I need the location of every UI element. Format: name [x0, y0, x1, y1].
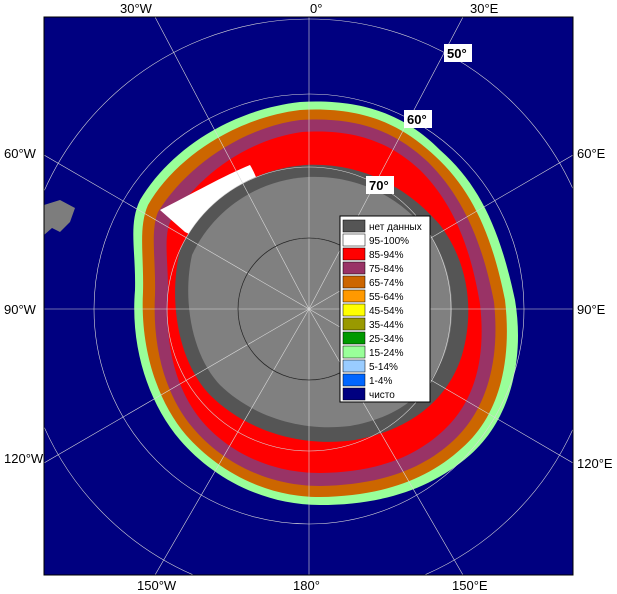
- lon-label-60w: 60°W: [4, 146, 37, 161]
- map-frame: [43, 16, 574, 576]
- lon-label-30e: 30°E: [470, 1, 499, 16]
- legend-swatch: [342, 219, 366, 233]
- lon-label-30w: 30°W: [120, 1, 153, 16]
- legend-swatch: [342, 331, 366, 345]
- legend-label: 45-54%: [369, 306, 404, 317]
- legend-label: 65-74%: [369, 278, 404, 289]
- legend-swatch: [342, 387, 366, 401]
- lon-label-0: 0°: [310, 1, 322, 16]
- lat-label-60: 60°: [407, 112, 427, 127]
- legend-label: 15-24%: [369, 348, 404, 359]
- lon-label-120w: 120°W: [4, 451, 44, 466]
- south-america-fragment: [44, 200, 75, 235]
- legend-label: 25-34%: [369, 334, 404, 345]
- lon-label-180: 180°: [293, 578, 320, 593]
- lon-label-150w: 150°W: [137, 578, 177, 593]
- legend-label: 35-44%: [369, 320, 404, 331]
- legend-label: 5-14%: [369, 362, 398, 373]
- legend-label: 55-64%: [369, 292, 404, 303]
- legend: нет данных 95-100% 85-94% 75-84% 65-74% 55-64…: [339, 215, 431, 403]
- legend-swatch: [342, 289, 366, 303]
- legend-swatch: [342, 247, 366, 261]
- legend-label: чисто: [369, 390, 395, 401]
- legend-swatch: [342, 275, 366, 289]
- lon-label-150e: 150°E: [452, 578, 488, 593]
- lat-label-70: 70°: [369, 178, 389, 193]
- lat-label-50-bg: [444, 44, 472, 62]
- legend-label: 85-94%: [369, 250, 404, 261]
- lon-label-120e: 120°E: [577, 456, 613, 471]
- lon-label-60e: 60°E: [577, 146, 606, 161]
- lon-label-90e: 90°E: [577, 302, 606, 317]
- lat-label-70-bg: [366, 176, 394, 194]
- legend-swatch: [342, 359, 366, 373]
- legend-swatch: [342, 373, 366, 387]
- lat-label-60-bg: [404, 110, 432, 128]
- legend-swatch: [342, 261, 366, 275]
- legend-label: 75-84%: [369, 264, 404, 275]
- lon-label-90w: 90°W: [4, 302, 37, 317]
- legend-swatch: [342, 233, 366, 247]
- lat-label-50: 50°: [447, 46, 467, 61]
- legend-label: нет данных: [369, 222, 422, 233]
- legend-swatch: [342, 317, 366, 331]
- legend-swatch: [342, 303, 366, 317]
- legend-label: 95-100%: [369, 236, 409, 247]
- legend-swatch: [342, 345, 366, 359]
- legend-label: 1-4%: [369, 376, 392, 387]
